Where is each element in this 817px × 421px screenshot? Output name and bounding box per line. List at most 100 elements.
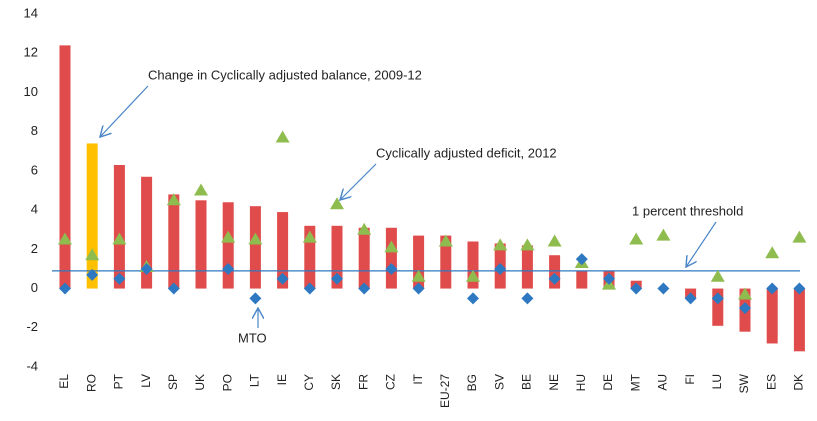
y-tick-label: 2 <box>31 241 38 256</box>
bar <box>277 212 289 289</box>
y-tick-label: -2 <box>26 319 38 334</box>
x-tick-label: PO <box>220 374 234 391</box>
bar <box>521 245 533 289</box>
bar <box>358 227 370 289</box>
x-tick-label: BE <box>520 374 534 390</box>
triangle-marker <box>275 130 290 143</box>
triangle-marker <box>357 222 372 235</box>
diamond-marker <box>657 282 670 295</box>
triangle-marker <box>166 193 181 206</box>
diamond-marker <box>276 272 289 285</box>
bar <box>440 235 452 289</box>
x-tick-label: EU-27 <box>438 374 452 408</box>
x-tick-label: DE <box>601 374 615 391</box>
y-tick-label: 4 <box>31 202 38 217</box>
x-tick-label: DK <box>792 374 806 391</box>
bar <box>793 288 805 352</box>
x-tick-label: IT <box>411 373 425 384</box>
triangle-marker <box>384 240 399 253</box>
annotation-arrow <box>100 85 149 137</box>
triangle-marker <box>765 246 780 259</box>
x-tick-label: CY <box>302 374 316 391</box>
annotation: 1 percent threshold <box>632 203 743 218</box>
bar <box>113 165 125 289</box>
bar <box>766 288 778 344</box>
x-tick-label: MT <box>628 373 642 391</box>
x-tick-label: LV <box>139 374 153 388</box>
annotation: Cyclically adjusted deficit, 2012 <box>376 145 557 160</box>
x-tick-label: FR <box>356 374 370 390</box>
diamond-marker <box>793 282 806 295</box>
triangle-marker <box>547 234 562 247</box>
diamond-marker <box>59 282 71 295</box>
bar <box>385 227 397 289</box>
diamond-marker <box>684 292 697 305</box>
bar <box>467 241 479 289</box>
diamond-marker <box>575 253 588 266</box>
x-tick-label: LU <box>710 374 724 389</box>
diamond-marker <box>303 282 316 295</box>
x-tick-label: RO <box>84 374 98 392</box>
triangle-marker <box>629 232 644 245</box>
annotation-arrow <box>686 221 717 267</box>
triangle-marker <box>493 238 508 251</box>
diamond-marker <box>603 272 615 285</box>
diamond-marker <box>385 262 398 275</box>
diamond-marker <box>86 268 99 281</box>
bar <box>168 194 180 289</box>
bar <box>195 200 207 289</box>
triangle-marker <box>302 230 317 243</box>
diamond-marker <box>711 292 724 305</box>
x-tick-label: UK <box>193 374 207 391</box>
bar <box>712 288 724 326</box>
triangle-marker <box>330 197 344 210</box>
bar <box>413 235 425 289</box>
x-tick-label: FI <box>683 374 697 385</box>
x-tick-label: EL <box>57 374 71 389</box>
triangle-marker <box>221 230 236 243</box>
triangle-marker <box>438 234 453 247</box>
diamond-marker <box>521 292 534 305</box>
triangle-marker <box>194 183 208 196</box>
y-tick-label: 10 <box>24 84 38 99</box>
y-tick-label: 6 <box>31 162 38 177</box>
x-tick-label: SV <box>492 374 506 390</box>
diamond-marker <box>494 262 507 275</box>
diamond-marker <box>167 282 180 295</box>
annotation: Change in Cyclically adjusted balance, 2… <box>148 67 422 82</box>
x-tick-label: CZ <box>384 374 398 390</box>
triangle-marker <box>792 230 807 243</box>
triangle-marker <box>466 269 480 282</box>
bar <box>331 225 343 289</box>
triangle-marker <box>738 287 752 300</box>
annotation: MTO <box>238 330 267 345</box>
diamond-marker <box>630 282 643 295</box>
triangle-marker <box>112 232 127 245</box>
bar <box>304 225 316 289</box>
diamond-marker <box>358 282 371 295</box>
x-tick-label: LT <box>248 373 262 387</box>
diamond-marker <box>249 292 262 305</box>
diamond-marker <box>412 282 425 295</box>
y-tick-label: 12 <box>24 45 38 60</box>
y-tick-label: -4 <box>26 358 38 373</box>
x-tick-label: IE <box>275 374 289 385</box>
diamond-marker <box>113 272 126 285</box>
triangle-marker <box>248 232 263 245</box>
y-tick-label: 0 <box>31 280 38 295</box>
x-tick-label: SP <box>166 374 180 390</box>
x-tick-label: AU <box>656 374 670 391</box>
y-tick-label: 14 <box>24 5 38 20</box>
x-tick-label: HU <box>574 374 588 391</box>
diamond-marker <box>739 302 751 315</box>
y-tick-label: 8 <box>31 123 38 138</box>
triangle-marker <box>85 248 100 261</box>
diamond-marker <box>331 272 343 285</box>
diamond-marker <box>548 272 561 285</box>
bar <box>222 202 234 289</box>
x-tick-label: BG <box>465 374 479 391</box>
bar <box>549 255 561 289</box>
diamond-marker <box>140 262 153 275</box>
x-tick-label: ES <box>764 374 778 390</box>
